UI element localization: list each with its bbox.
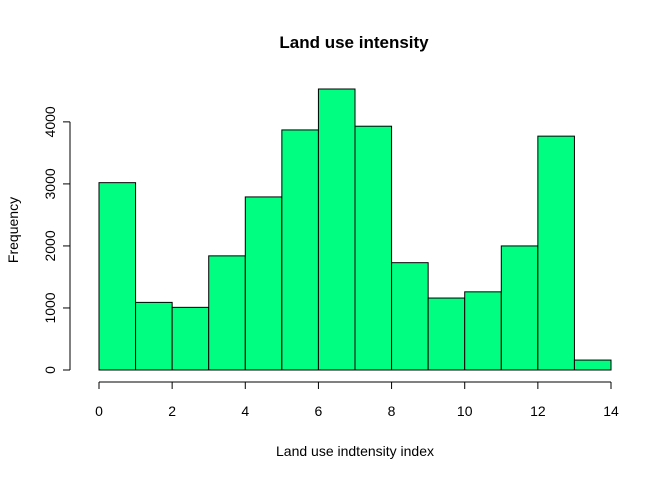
y-tick-label: 4000 — [42, 106, 58, 137]
histogram-bar — [537, 135, 575, 371]
histogram-bar — [354, 125, 393, 371]
histogram-bar — [244, 196, 283, 371]
x-tick-label: 10 — [457, 403, 473, 419]
histogram-bar — [500, 245, 539, 371]
x-tick-label: 0 — [95, 403, 103, 419]
x-tick-label: 6 — [315, 403, 323, 419]
y-tick-label: 0 — [42, 366, 58, 374]
histogram-bar — [464, 291, 502, 371]
x-tick-label: 4 — [241, 403, 249, 419]
histogram-bar — [317, 88, 356, 371]
histogram-bar — [427, 297, 466, 371]
histogram-bar — [573, 359, 612, 371]
y-tick-label: 1000 — [42, 292, 58, 323]
x-tick-label: 2 — [168, 403, 176, 419]
bars-group — [98, 88, 612, 371]
histogram-bar — [135, 301, 173, 371]
x-tick-label: 12 — [530, 403, 546, 419]
histogram-bar — [281, 129, 319, 371]
y-tick-label: 2000 — [42, 230, 58, 261]
x-tick-label: 14 — [603, 403, 619, 419]
x-tick-label: 8 — [388, 403, 396, 419]
histogram-bar — [98, 182, 137, 371]
y-axis-label: Frequency — [5, 197, 21, 263]
x-axis: 0 2 4 6 8 10 12 14 — [95, 381, 619, 419]
y-tick-label: 3000 — [42, 168, 58, 199]
x-axis-label: Land use indtensity index — [276, 443, 434, 459]
y-axis: 0 1000 2000 3000 4000 — [42, 106, 71, 374]
histogram-bar — [391, 262, 429, 371]
chart-title: Land use intensity — [279, 33, 429, 52]
histogram-bar — [208, 255, 246, 371]
histogram-bar — [171, 306, 210, 371]
